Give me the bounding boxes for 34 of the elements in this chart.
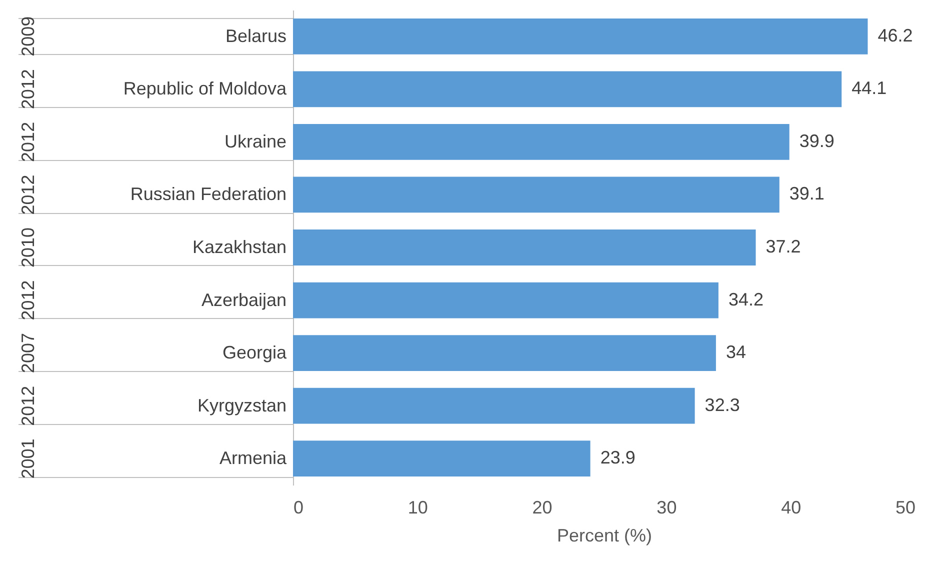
data-label: 46.2: [878, 25, 913, 46]
x-tick-label: 10: [408, 498, 428, 518]
data-label: 34.2: [728, 289, 764, 310]
data-label: 34: [726, 342, 746, 362]
text: 2012: [18, 174, 38, 215]
x-tick-label: 50: [895, 498, 916, 518]
y-tick-label: Georgia: [222, 342, 288, 363]
x-tick-label: 20: [532, 498, 552, 518]
y-tick-label: Kyrgyzstan: [197, 395, 286, 416]
y-tick-label: Belarus: [225, 26, 286, 46]
y-tick-label: Armenia: [219, 448, 288, 468]
y-tick-label: Ukraine: [224, 131, 286, 152]
text: 2007: [18, 333, 38, 374]
data-label: 39.9: [799, 130, 834, 151]
text: 2009: [18, 16, 38, 56]
data-label: 39.1: [789, 184, 824, 204]
x-tick-label: 30: [656, 498, 677, 518]
y-tick-label: Azerbaijan: [201, 290, 286, 310]
data-label: 23.9: [600, 448, 636, 468]
text: 2001: [18, 438, 38, 479]
text: 2012: [18, 69, 38, 110]
data-label: 37.2: [766, 236, 801, 256]
x-axis-title: Percent (%): [556, 526, 652, 546]
text: 2012: [18, 122, 38, 162]
text: 2010: [18, 227, 38, 268]
y-tick-label: Republic of Moldova: [123, 78, 288, 99]
data-label: 44.1: [852, 78, 887, 98]
x-tick-label: 40: [781, 498, 802, 518]
y-tick-label: Kazakhstan: [192, 237, 286, 257]
x-tick-label: 0: [294, 498, 304, 518]
data-label: 32.3: [704, 394, 740, 415]
text: 2012: [18, 280, 38, 320]
text: 2012: [18, 386, 38, 426]
y-tick-label: Russian Federation: [130, 184, 286, 204]
